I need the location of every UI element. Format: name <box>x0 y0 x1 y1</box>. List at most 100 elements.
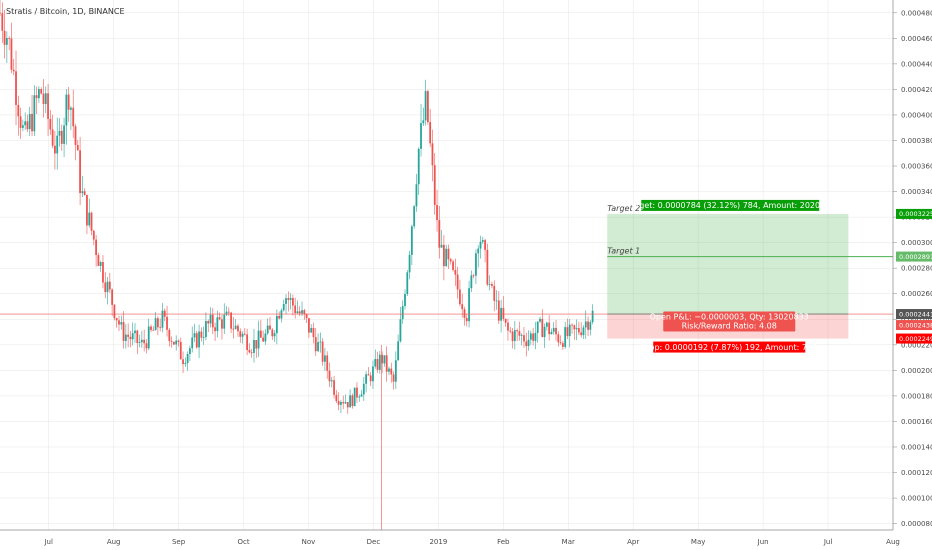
candle-body <box>257 330 260 349</box>
candle-body <box>456 274 459 290</box>
candle-body <box>529 333 532 340</box>
candle-body <box>205 321 207 338</box>
candle-body <box>122 322 125 341</box>
price-tag <box>896 333 932 344</box>
candle-body <box>223 314 226 329</box>
candle-body <box>573 325 576 330</box>
candle-body <box>280 310 283 319</box>
candle-body <box>493 285 496 301</box>
candle-body <box>486 249 489 285</box>
candle-body <box>362 383 365 395</box>
candle-body <box>445 248 448 267</box>
candle-body <box>70 107 72 110</box>
pnl-text: Open P&L: −0.0000003, Qty: 13020833 <box>650 313 809 322</box>
candle-body <box>47 93 49 119</box>
candle-body <box>129 336 132 340</box>
candle-body <box>159 327 162 329</box>
candle-body <box>454 269 457 275</box>
candle-body <box>289 297 292 300</box>
y-tick-label: 0.0002600 <box>901 290 932 298</box>
candle-body <box>383 355 386 364</box>
candle-body <box>385 355 388 372</box>
candle-body <box>88 212 91 226</box>
target-2-label: Target 2 <box>607 204 640 213</box>
price-tag-text: 0.0002249 <box>899 335 932 343</box>
candle-body <box>337 401 340 405</box>
y-tick-label: 0.0002200 <box>901 341 932 349</box>
candle-body <box>56 135 59 154</box>
candle-body <box>381 354 384 364</box>
candle-body <box>143 339 146 344</box>
candle-body <box>33 95 36 132</box>
candle-body <box>63 125 65 144</box>
candle-body <box>591 310 594 323</box>
candle-body <box>344 402 347 404</box>
candle-body <box>539 318 541 322</box>
candle-body <box>17 104 20 117</box>
candle-body <box>86 194 88 226</box>
candle-body <box>520 335 523 337</box>
rr-text: Risk/Reward Ratio: 4.08 <box>682 322 777 331</box>
y-tick-label: 0.0001000 <box>901 495 932 503</box>
candle-body <box>42 93 45 104</box>
candle-body <box>76 145 79 151</box>
x-tick-label: Mar <box>562 538 575 546</box>
candle-body <box>330 380 333 382</box>
x-tick-label: Aug <box>886 538 900 546</box>
candle-body <box>234 325 237 329</box>
candle-body <box>172 341 175 345</box>
y-tick-label: 0.0004800 <box>901 9 932 17</box>
candle-body <box>340 402 342 405</box>
candle-body <box>536 321 539 333</box>
candle-body <box>67 94 70 110</box>
candle-body <box>497 300 500 321</box>
y-tick-label: 0.0004000 <box>901 111 932 119</box>
y-tick-label: 0.0004200 <box>901 86 932 94</box>
candle-body <box>193 333 196 338</box>
candle-body <box>92 230 95 240</box>
candle-body <box>124 334 127 341</box>
candle-body <box>372 366 374 382</box>
candle-body <box>127 334 130 337</box>
pnl-box <box>663 311 796 332</box>
candle-body <box>557 334 560 343</box>
candle-body <box>511 331 514 342</box>
candle-body <box>378 354 381 370</box>
candle-body <box>534 332 537 341</box>
candle-body <box>410 226 413 255</box>
profit-zone <box>607 213 849 315</box>
candle-body <box>198 331 200 348</box>
candle-body <box>317 342 319 352</box>
candle-body <box>577 328 580 333</box>
candle-body <box>264 333 267 342</box>
candle-body <box>587 321 589 330</box>
candle-body <box>504 318 507 323</box>
candle-body <box>166 316 168 330</box>
candle-body <box>136 330 139 343</box>
x-tick-label: 2019 <box>429 538 447 546</box>
candle-body <box>365 374 368 384</box>
candle-body <box>138 342 141 343</box>
candle-body <box>177 340 180 342</box>
candle-body <box>541 318 544 338</box>
candle-body <box>360 394 363 397</box>
candle-body <box>243 333 246 335</box>
x-tick-label: Apr <box>627 538 639 546</box>
y-tick-label: 0.0003400 <box>901 188 932 196</box>
candle-body <box>230 312 233 329</box>
candle-body <box>449 259 452 262</box>
candle-body <box>452 261 454 270</box>
candle-body <box>113 304 116 319</box>
candle-body <box>408 254 411 273</box>
candle-body <box>321 341 324 362</box>
candle-body <box>406 272 409 295</box>
candle-body <box>202 337 205 338</box>
x-tick-label: Sep <box>172 538 186 546</box>
candle-body <box>186 354 189 364</box>
candle-body <box>353 387 356 407</box>
candle-body <box>79 150 81 194</box>
y-tick-label: 0.0004600 <box>901 35 932 43</box>
candle-body <box>438 220 441 248</box>
